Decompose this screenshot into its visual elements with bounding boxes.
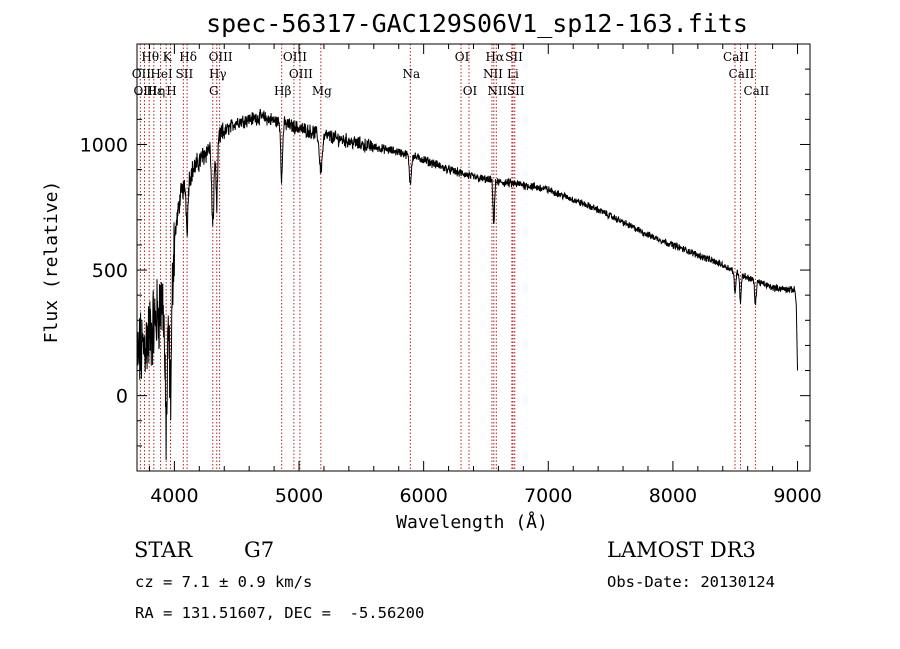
line-label-4: HeI	[150, 67, 173, 81]
x-tick-label: 6000	[399, 485, 447, 507]
line-label-9: Hδ	[179, 50, 197, 64]
y-tick-label: 500	[92, 260, 128, 282]
line-label-10: OIII	[209, 50, 233, 64]
line-label-17: Na	[402, 67, 420, 81]
line-label-28: CaII	[743, 84, 769, 98]
line-label-16: Mg	[312, 84, 332, 98]
line-label-25: SII	[507, 84, 525, 98]
line-label-26: CaII	[723, 50, 749, 64]
y-tick-label: 1000	[80, 134, 128, 156]
axis-ticks	[137, 43, 810, 472]
line-label-27: CaII	[729, 67, 755, 81]
x-tick-label: 9000	[773, 485, 821, 507]
line-label-19: OI	[463, 84, 478, 98]
line-label-5: η	[158, 84, 165, 98]
line-label-7: H	[166, 84, 176, 98]
survey-name: LAMOST DR3	[607, 538, 756, 562]
axis-tick-labels: 4000 5000 6000 7000 8000 9000 0 500 1000	[80, 134, 822, 507]
line-label-23: SII	[505, 50, 523, 64]
redshift-velocity: cz = 7.1 ± 0.9 km/s	[135, 573, 313, 591]
x-tick-label: 4000	[150, 485, 198, 507]
object-subclass: G7	[244, 538, 275, 562]
line-label-22: NII	[487, 84, 507, 98]
line-label-21: NII	[483, 67, 503, 81]
line-label-18: OI	[455, 50, 470, 64]
y-axis-title: Flux (relative)	[41, 181, 62, 344]
x-tick-label: 7000	[524, 485, 572, 507]
line-label-12: G	[209, 84, 219, 98]
x-tick-label: 8000	[649, 485, 697, 507]
line-label-3: Hε	[146, 84, 163, 98]
line-label-6: K	[163, 50, 173, 64]
coordinates: RA = 131.51607, DEC = -5.56200	[135, 604, 425, 622]
spectrum-chart: spec-56317-GAC129S06V1_sp12-163.fits Hθ O…	[41, 9, 822, 533]
line-label-20: Hα	[486, 50, 505, 64]
observation-date: Obs-Date: 20130124	[607, 573, 775, 591]
y-tick-label: 0	[116, 386, 128, 408]
x-tick-label: 5000	[275, 485, 323, 507]
line-label-8: SII	[176, 67, 194, 81]
line-label-15: OIII	[289, 67, 313, 81]
spectrum-line	[136, 109, 798, 460]
x-axis-title: Wavelength (Å)	[396, 511, 548, 533]
line-label-11: Hγ	[209, 67, 227, 81]
line-label-13: Hβ	[274, 84, 291, 98]
object-class: STAR	[134, 538, 193, 562]
chart-title: spec-56317-GAC129S06V1_sp12-163.fits	[206, 9, 748, 38]
line-label-14: OIII	[283, 50, 307, 64]
spectral-line-markers	[139, 44, 756, 471]
line-label-24: Li	[507, 67, 519, 81]
line-label-0: Hθ	[141, 50, 159, 64]
